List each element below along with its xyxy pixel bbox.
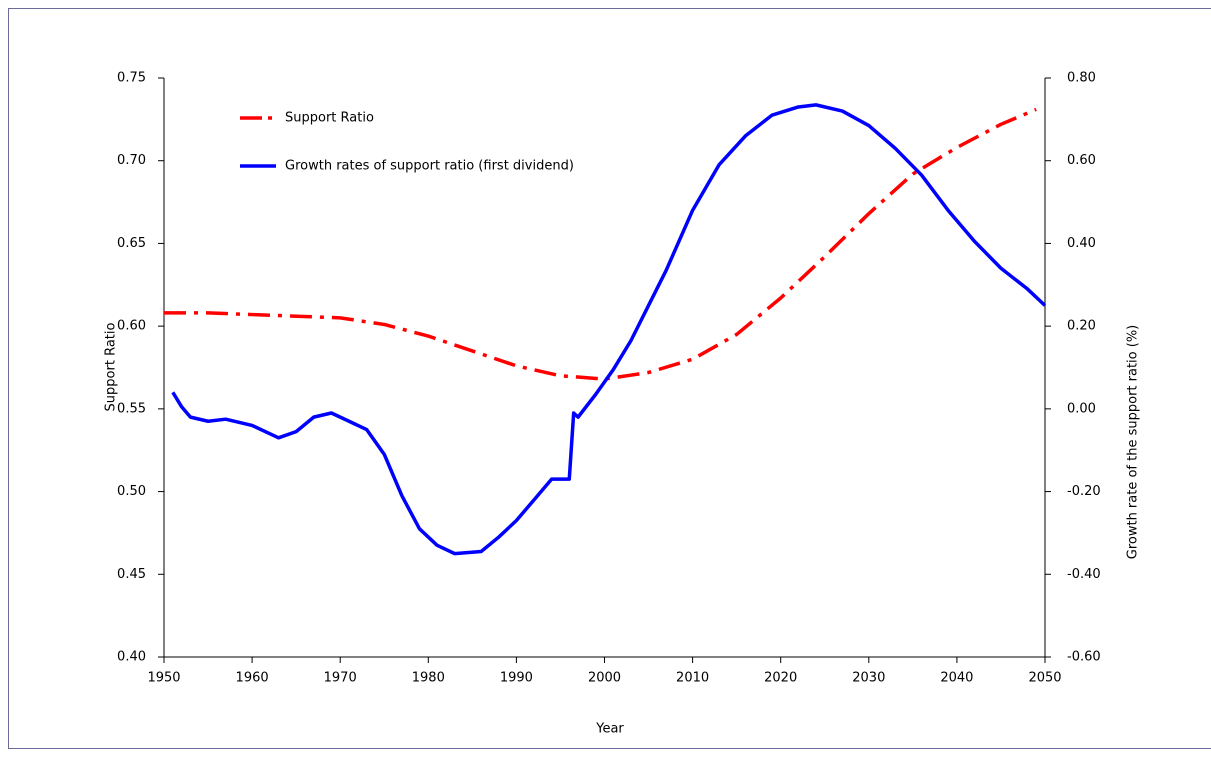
x-tick-label: 2040 xyxy=(940,671,973,686)
legend-label: Growth rates of support ratio (first div… xyxy=(285,159,574,174)
x-tick-label: 2010 xyxy=(676,671,709,686)
x-tick-label: 1970 xyxy=(324,671,357,686)
x-tick-label: 1950 xyxy=(147,671,180,686)
x-tick-label: 1960 xyxy=(236,671,269,686)
y-axis-label: Support Ratio xyxy=(104,323,119,412)
y-tick-label: 0.45 xyxy=(117,567,146,582)
y2-tick-label: -0.40 xyxy=(1067,567,1101,582)
y-tick-label: 0.75 xyxy=(117,71,146,86)
y2-tick-label: 0.20 xyxy=(1067,319,1096,334)
legend-label: Support Ratio xyxy=(285,111,374,126)
y-tick-label: 0.40 xyxy=(117,650,146,665)
y2-tick-label: 0.80 xyxy=(1067,71,1096,86)
y2-tick-label: -0.20 xyxy=(1067,484,1101,499)
y-tick-label: 0.70 xyxy=(117,153,146,168)
y2-tick-label: 0.60 xyxy=(1067,153,1096,168)
x-tick-label: 2000 xyxy=(588,671,621,686)
y-tick-label: 0.60 xyxy=(117,319,146,334)
y-tick-label: 0.65 xyxy=(117,236,146,251)
y2-tick-label: 0.40 xyxy=(1067,236,1096,251)
series-line xyxy=(164,109,1036,379)
x-tick-label: 2050 xyxy=(1028,671,1061,686)
y2-tick-label: 0.00 xyxy=(1067,401,1096,416)
x-tick-label: 2020 xyxy=(764,671,797,686)
x-tick-label: 2030 xyxy=(852,671,885,686)
x-tick-label: 1980 xyxy=(412,671,445,686)
y2-axis-label: Growth rate of the support ratio (%) xyxy=(1126,325,1141,560)
x-axis-label: Year xyxy=(595,722,624,737)
y-tick-label: 0.55 xyxy=(117,401,146,416)
y-tick-label: 0.50 xyxy=(117,484,146,499)
y2-tick-label: -0.60 xyxy=(1067,650,1101,665)
x-tick-label: 1990 xyxy=(500,671,533,686)
